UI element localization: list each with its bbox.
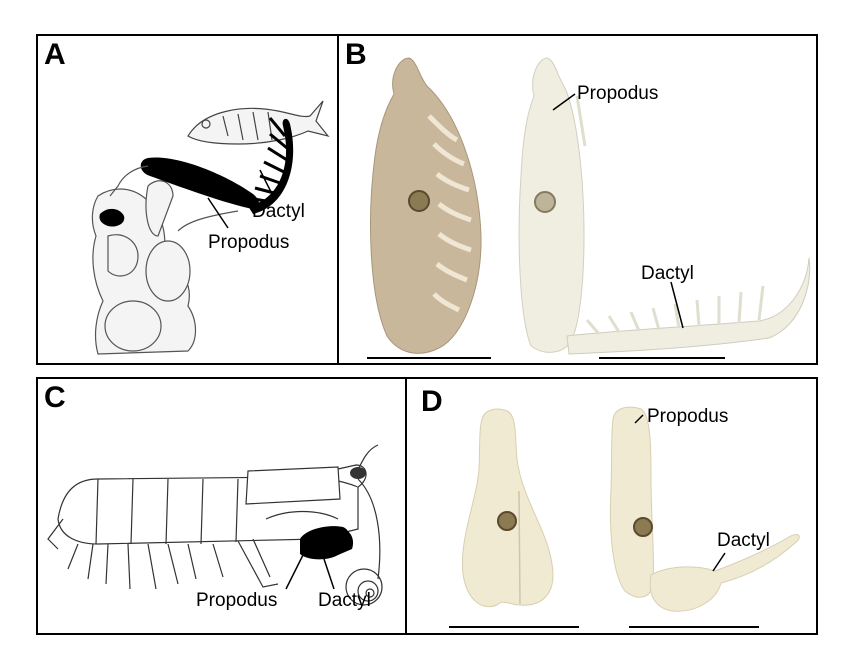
panel-d-models [449,406,800,628]
panel-c: C Propodus Dactyl [36,377,407,635]
panel-d: D Propodus Dactyl [405,377,818,635]
label-dactyl-d: Dactyl [717,530,770,551]
label-propodus-c: Propodus [196,590,278,611]
pointer-dactyl-a [259,169,275,199]
open-model-dactyl [649,534,800,612]
label-dactyl-c: Dactyl [318,590,371,611]
pointer-propodus-b [552,93,576,111]
panel-b-models [367,57,811,359]
pointer-propodus-a [207,197,229,229]
propodus-shape-c [300,526,350,560]
propodus-shape-a [140,157,260,209]
label-propodus-d: Propodus [647,406,729,427]
fish-illustration [187,100,330,145]
panel-a-drawing [91,100,330,355]
label-propodus-b: Propodus [577,83,659,104]
panel-a: A Dactyl Propodus [36,34,339,365]
pointer-dactyl-c [323,558,335,590]
label-dactyl-a: Dactyl [252,201,305,222]
closed-model-seam [518,490,521,605]
pointer-dactyl-b [670,281,684,329]
snail-shell-c [345,568,383,606]
panel-label-d: D [421,385,443,418]
panel-c-drawing [47,444,383,606]
panel-label-c: C [44,381,66,414]
closed-model-pivot [497,511,517,531]
shrimp-body-sketch [91,180,197,355]
eye-c [350,467,366,479]
white-model-spines [575,95,765,335]
panel-label-b: B [345,38,367,71]
tan-model-pivot [408,190,430,212]
pointer-propodus-d [634,414,644,424]
closed-model [461,408,554,607]
panel-label-a: A [44,38,66,71]
dactyl-shape-a [248,118,294,214]
pointer-propodus-c [285,548,307,590]
label-propodus-a: Propodus [208,232,290,253]
pointer-dactyl-d [712,552,726,572]
dactyl-shape-c [338,528,354,555]
white-model-pivot [534,191,556,213]
eye-blob [99,208,125,227]
white-model-dactyl [566,257,811,355]
open-model-propodus [609,406,655,598]
shrimp-legs-c [47,518,279,590]
panel-b: B Propodus Dactyl [337,34,818,365]
tan-model-slots [427,114,472,313]
open-model-pivot [633,517,653,537]
label-dactyl-b: Dactyl [641,263,694,284]
